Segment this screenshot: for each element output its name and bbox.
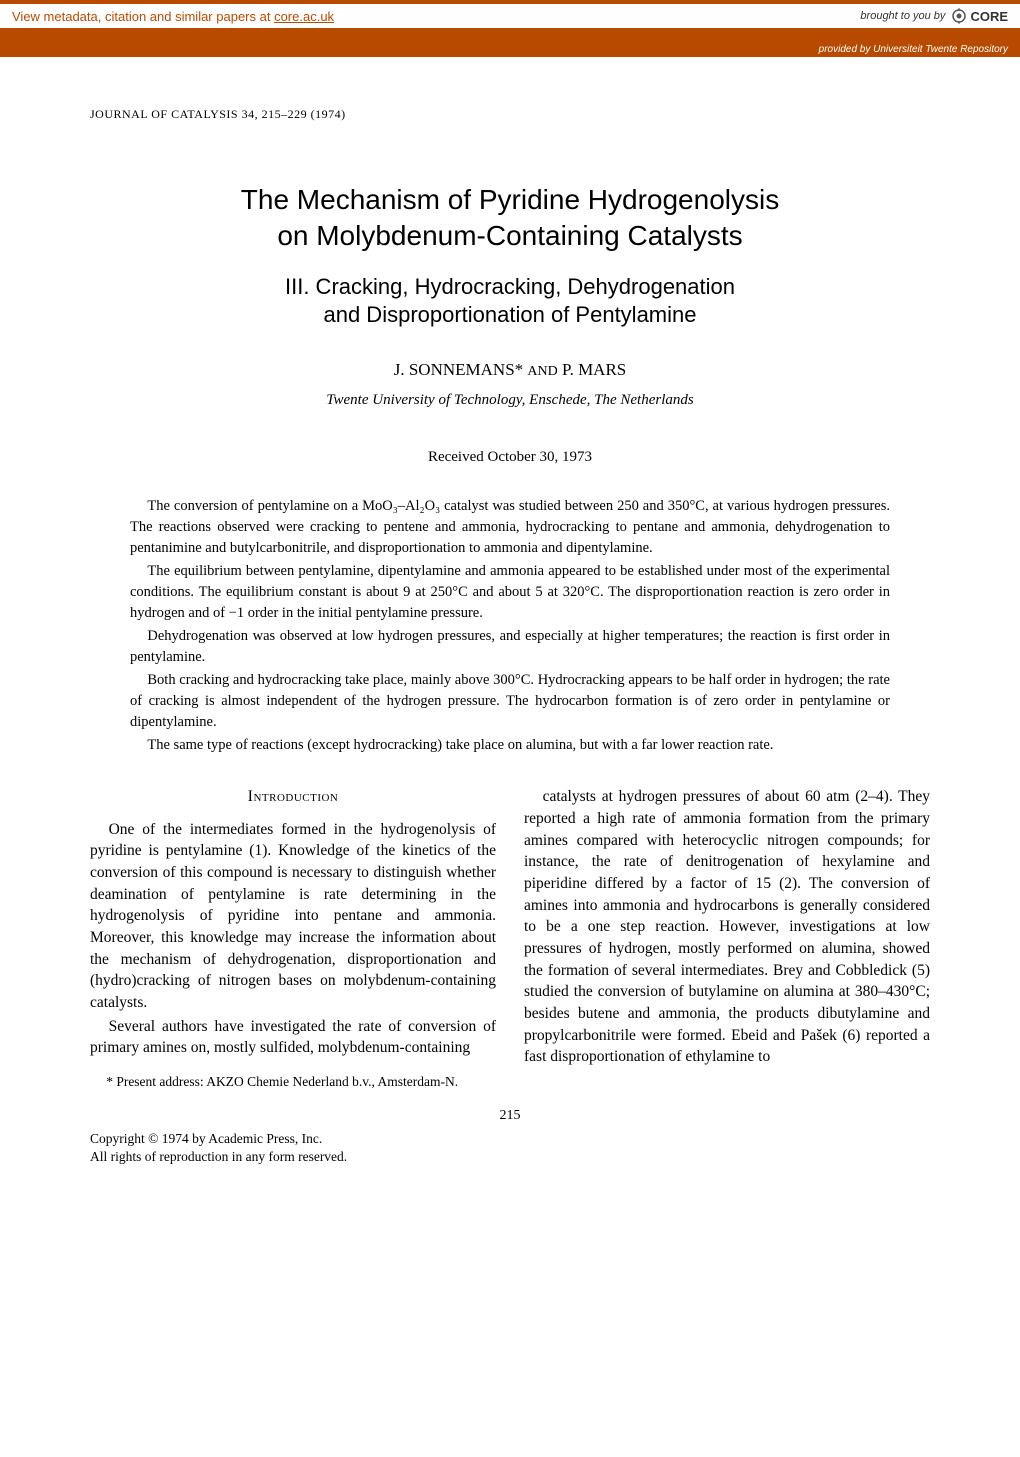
sub-banner: provided by Universiteit Twente Reposito… [0,42,1020,57]
journal-name: JOURNAL OF CATALYSIS [90,107,238,121]
author1: J. SONNEMANS* [394,360,523,379]
title-line1: The Mechanism of Pyridine Hydrogenolysis [241,184,779,215]
abstract: The conversion of pentylamine on a MoO₃–… [130,496,890,756]
abstract-p3: Dehydrogenation was observed at low hydr… [130,626,890,668]
received-date: Received October 30, 1973 [90,449,930,466]
core-badge[interactable]: CORE [951,8,1008,24]
banner-left-prefix: View metadata, citation and similar pape… [12,9,274,24]
sub-banner-prefix: provided by [819,44,873,55]
section-heading: Introduction [90,786,496,808]
banner-right-prefix: brought to you by [860,10,945,22]
journal-header: JOURNAL OF CATALYSIS 34, 215–229 (1974) [90,107,930,122]
copyright-line2: All rights of reproduction in any form r… [90,1148,930,1166]
title-line2: on Molybdenum-Containing Catalysts [277,220,742,251]
author2: P. MARS [562,360,626,379]
core-label: CORE [970,9,1008,24]
core-link[interactable]: core.ac.uk [274,9,334,24]
body-p3: catalysts at hydrogen pressures of about… [524,786,930,1068]
body-p2: Several authors have investigated the ra… [90,1016,496,1059]
paper-title: The Mechanism of Pyridine Hydrogenolysis… [90,182,930,255]
subtitle-line2: and Disproportionation of Pentylamine [323,302,696,327]
affiliation: Twente University of Technology, Ensched… [90,392,930,409]
abstract-p4: Both cracking and hydrocracking take pla… [130,670,890,733]
abstract-p5: The same type of reactions (except hydro… [130,735,890,756]
authors-and: AND [527,364,557,379]
subtitle-line1: III. Cracking, Hydrocracking, Dehydrogen… [285,274,735,299]
footnote: * Present address: AKZO Chemie Nederland… [90,1073,496,1092]
abstract-p2: The equilibrium between pentylamine, dip… [130,561,890,624]
repository-link[interactable]: Universiteit Twente Repository [873,44,1008,55]
banner-right: brought to you by CORE [860,8,1008,24]
core-banner: View metadata, citation and similar pape… [0,0,1020,42]
body-text: Introduction One of the intermediates fo… [90,786,930,1092]
body-p1: One of the intermediates formed in the h… [90,819,496,1014]
paper-page: JOURNAL OF CATALYSIS 34, 215–229 (1974) … [0,57,1020,1195]
core-icon [951,8,967,24]
copyright-line1: Copyright © 1974 by Academic Press, Inc. [90,1130,930,1148]
copyright: Copyright © 1974 by Academic Press, Inc.… [90,1130,930,1165]
paper-subtitle: III. Cracking, Hydrocracking, Dehydrogen… [90,273,930,330]
page-number: 215 [90,1108,930,1124]
banner-left: View metadata, citation and similar pape… [12,9,334,24]
journal-volume: 34, 215–229 (1974) [242,107,346,121]
authors: J. SONNEMANS* AND P. MARS [90,360,930,380]
abstract-p1: The conversion of pentylamine on a MoO₃–… [130,496,890,559]
